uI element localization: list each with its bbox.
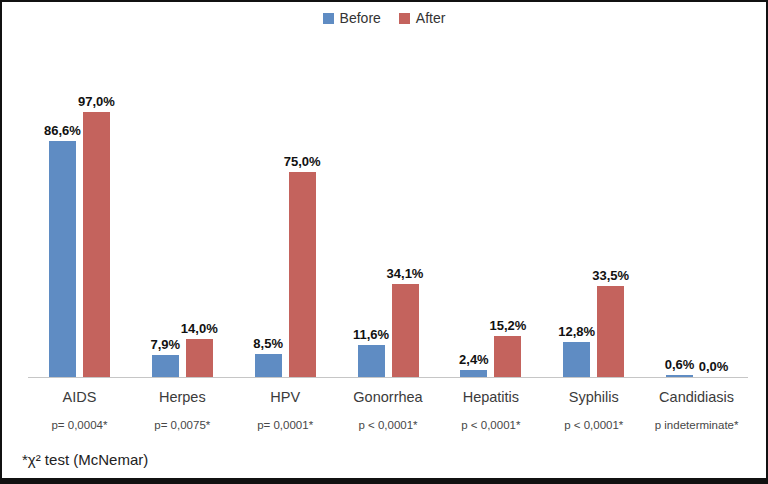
category-group-gonorrhea: 11,6% 34,1% Gonorrhea p < 0,0001* — [337, 104, 440, 431]
bar-after-gonorrhea: 34,1% — [392, 284, 419, 377]
legend-item-before: Before — [323, 10, 381, 26]
value-label: 0,6% — [665, 357, 695, 372]
bar-before-gonorrhea: 11,6% — [358, 345, 385, 377]
value-label: 7,9% — [150, 337, 180, 352]
bar-pair: 7,9% 14,0% — [131, 104, 234, 378]
category-label: Syphilis — [542, 389, 645, 405]
bar-before-hpv: 8,5% — [255, 354, 282, 377]
bar-pair: 2,4% 15,2% — [439, 104, 542, 378]
bar-before-aids: 86,6% — [49, 141, 76, 377]
bar-before-hepatitis: 2,4% — [460, 370, 487, 377]
chi-square-footnote: *χ² test (McNemar) — [22, 451, 148, 468]
after-swatch-icon — [399, 13, 410, 24]
legend-label-after: After — [416, 10, 446, 26]
value-label: 8,5% — [253, 336, 283, 351]
bar-pair: 8,5% 75,0% — [234, 104, 337, 378]
bar-pair: 86,6% 97,0% — [28, 104, 131, 378]
category-label: Hepatitis — [439, 389, 542, 405]
bar-before-syphilis: 12,8% — [563, 342, 590, 377]
bar-pair: 11,6% 34,1% — [337, 104, 440, 378]
before-swatch-icon — [323, 13, 334, 24]
bar-after-hpv: 75,0% — [289, 172, 316, 377]
p-value-label: p < 0,0001* — [439, 419, 542, 431]
category-group-herpes: 7,9% 14,0% Herpes p= 0,0075* — [131, 104, 234, 431]
value-label: 34,1% — [387, 266, 424, 281]
category-group-hpv: 8,5% 75,0% HPV p= 0,0001* — [234, 104, 337, 431]
category-label: Herpes — [131, 389, 234, 405]
legend-label-before: Before — [340, 10, 381, 26]
p-value-label: p < 0,0001* — [337, 419, 440, 431]
bar-after-aids: 97,0% — [83, 112, 110, 377]
value-label: 75,0% — [284, 154, 321, 169]
bar-pair: 0,6% 0,0% — [645, 104, 748, 378]
value-label: 14,0% — [181, 321, 218, 336]
value-label: 97,0% — [78, 94, 115, 109]
category-label: Gonorrhea — [337, 389, 440, 405]
category-group-hepatitis: 2,4% 15,2% Hepatitis p < 0,0001* — [439, 104, 542, 431]
category-group-candidiasis: 0,6% 0,0% Candidiasis p indeterminate* — [645, 104, 748, 431]
bar-chart: 86,6% 97,0% AIDS p= 0,0004* 7,9% 14,0% H… — [28, 104, 748, 431]
bar-before-candidiasis: 0,6% — [666, 375, 693, 377]
bar-after-herpes: 14,0% — [186, 339, 213, 377]
bar-pair: 12,8% 33,5% — [542, 104, 645, 378]
value-label: 12,8% — [558, 324, 595, 339]
value-label: 33,5% — [592, 268, 629, 283]
bar-before-herpes: 7,9% — [152, 355, 179, 377]
category-group-syphilis: 12,8% 33,5% Syphilis p < 0,0001* — [542, 104, 645, 431]
legend: Before After — [2, 10, 766, 26]
p-value-label: p= 0,0004* — [28, 419, 131, 431]
category-label: HPV — [234, 389, 337, 405]
category-label: Candidiasis — [645, 389, 748, 405]
p-value-label: p < 0,0001* — [542, 419, 645, 431]
value-label: 2,4% — [459, 352, 489, 367]
value-label: 0,0% — [699, 359, 729, 374]
category-label: AIDS — [28, 389, 131, 405]
value-label: 15,2% — [489, 318, 526, 333]
bar-after-hepatitis: 15,2% — [494, 336, 521, 377]
p-value-label: p= 0,0001* — [234, 419, 337, 431]
p-value-label: p indeterminate* — [645, 419, 748, 431]
bar-after-syphilis: 33,5% — [597, 286, 624, 377]
p-value-label: p= 0,0075* — [131, 419, 234, 431]
chart-frame: Before After 86,6% 97,0% AIDS p= 0,0004*… — [0, 0, 768, 484]
legend-item-after: After — [399, 10, 446, 26]
category-group-aids: 86,6% 97,0% AIDS p= 0,0004* — [28, 104, 131, 431]
value-label: 11,6% — [353, 327, 389, 342]
value-label: 86,6% — [44, 123, 81, 138]
